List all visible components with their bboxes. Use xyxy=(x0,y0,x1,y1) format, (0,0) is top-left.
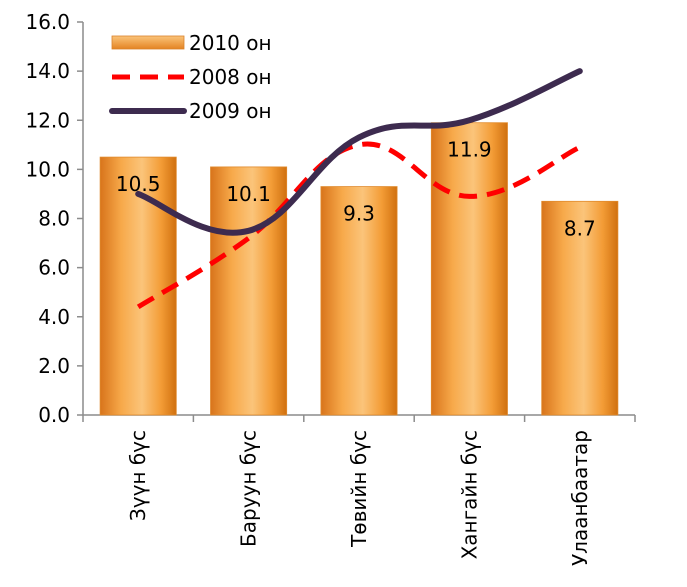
line-2008 xyxy=(136,141,581,310)
y-tick-label: 16.0 xyxy=(25,10,70,34)
legend-swatch-2010 xyxy=(111,35,185,50)
legend: 2010 он 2008 он 2009 он xyxy=(109,31,272,123)
bar-data-label: 9.3 xyxy=(343,202,375,226)
y-tick-label: 8.0 xyxy=(38,207,70,231)
bar xyxy=(430,122,508,416)
legend-label: 2008 он xyxy=(189,65,272,89)
bar xyxy=(210,166,288,416)
bar-series xyxy=(99,122,619,416)
y-tick-label: 2.0 xyxy=(38,354,70,378)
y-axis-ticks: 0.0 2.0 4.0 6.0 8.0 10.0 12.0 14.0 16.0 xyxy=(25,10,83,427)
y-tick-label: 14.0 xyxy=(25,59,70,83)
y-tick-label: 10.0 xyxy=(25,157,70,181)
x-category-label: Төвийн бүс xyxy=(347,430,371,548)
y-tick-label: 12.0 xyxy=(25,108,70,132)
bar-data-labels: 10.5 10.19.311.98.7 xyxy=(116,138,596,241)
bar-data-label: 10.1 xyxy=(226,182,271,206)
x-category-label: Баруун бүс xyxy=(237,430,261,547)
x-category-label: Улаанбаатар xyxy=(568,430,592,566)
x-category-label: Зүүн бүс xyxy=(126,430,150,521)
legend-label: 2010 он xyxy=(189,31,272,55)
bar-data-label: 11.9 xyxy=(447,138,492,162)
y-tick-label: 4.0 xyxy=(38,305,70,329)
y-tick-label: 0.0 xyxy=(38,403,70,427)
x-category-label: Хангайн бүс xyxy=(457,430,481,559)
bar xyxy=(541,200,619,416)
x-axis-ticks: Зүүн бүс Баруун бүс Төвийн бүс Хангайн бүс У… xyxy=(82,415,636,566)
bar-data-label: 8.7 xyxy=(564,216,596,240)
bar xyxy=(99,156,177,416)
line-2009 xyxy=(135,68,583,236)
legend-label: 2009 он xyxy=(189,99,272,123)
y-tick-label: 6.0 xyxy=(38,256,70,280)
bar xyxy=(320,186,398,416)
line-series xyxy=(135,68,583,310)
